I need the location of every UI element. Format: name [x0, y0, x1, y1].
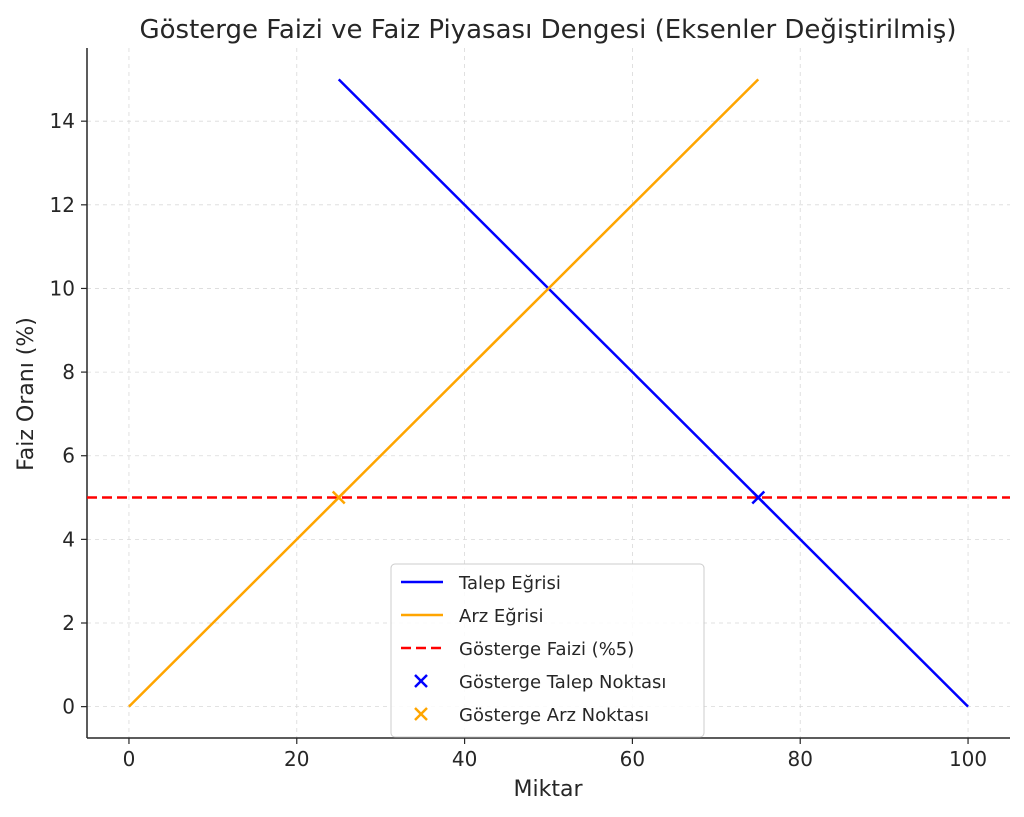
y-tick-label: 4	[62, 527, 75, 551]
chart-title: Gösterge Faizi ve Faiz Piyasası Dengesi …	[139, 15, 956, 45]
legend-item: Gösterge Arz Noktası	[414, 705, 649, 726]
legend-marker	[414, 707, 428, 721]
legend-label: Gösterge Faizi (%5)	[459, 639, 634, 660]
legend-item: Gösterge Talep Noktası	[414, 672, 666, 693]
x-tick-label: 20	[284, 747, 309, 771]
x-tick-label: 100	[949, 747, 987, 771]
y-tick-label: 14	[50, 109, 75, 133]
legend: Talep Eğrisi Arz Eğrisi Gösterge Faizi (%5…	[390, 563, 705, 738]
legend-label: Talep Eğrisi	[458, 573, 561, 594]
y-tick-label: 10	[50, 276, 75, 300]
point-marker-g-sterge-arz-noktas	[331, 490, 346, 505]
legend-marker	[414, 674, 428, 688]
x-tick-label: 40	[452, 747, 477, 771]
y-tick-label: 12	[50, 193, 75, 217]
grid	[87, 48, 1010, 738]
plot-area	[87, 78, 1010, 708]
legend-item: Talep Eğrisi	[401, 573, 561, 594]
series-line-arz-e-risi	[128, 78, 760, 708]
y-tick-label: 0	[62, 695, 75, 719]
axes: 0 20 40 60 80 100 0 2 4 6 8 10 12 14	[50, 48, 1010, 771]
point-marker-g-sterge-talep-noktas	[751, 490, 766, 505]
y-tick-label: 8	[62, 360, 75, 384]
legend-item: Arz Eğrisi	[401, 606, 543, 627]
legend-label: Gösterge Arz Noktası	[459, 705, 649, 726]
legend-box	[390, 563, 705, 738]
x-tick-label: 80	[788, 747, 813, 771]
x-tick-label: 0	[123, 747, 136, 771]
x-marker-stroke	[331, 490, 346, 505]
x-axis-label: Miktar	[514, 777, 584, 802]
x-marker-stroke	[414, 707, 428, 721]
legend-label: Gösterge Talep Noktası	[459, 672, 666, 693]
x-tick-label: 60	[620, 747, 645, 771]
y-tick-label: 6	[62, 444, 75, 468]
x-marker-stroke	[751, 490, 766, 505]
y-axis-label: Faiz Oranı (%)	[14, 317, 39, 471]
legend-label: Arz Eğrisi	[459, 606, 543, 627]
series-line-talep-e-risi	[337, 78, 969, 708]
x-marker-stroke	[414, 674, 428, 688]
legend-item: Gösterge Faizi (%5)	[401, 639, 634, 660]
y-tick-label: 2	[62, 611, 75, 635]
